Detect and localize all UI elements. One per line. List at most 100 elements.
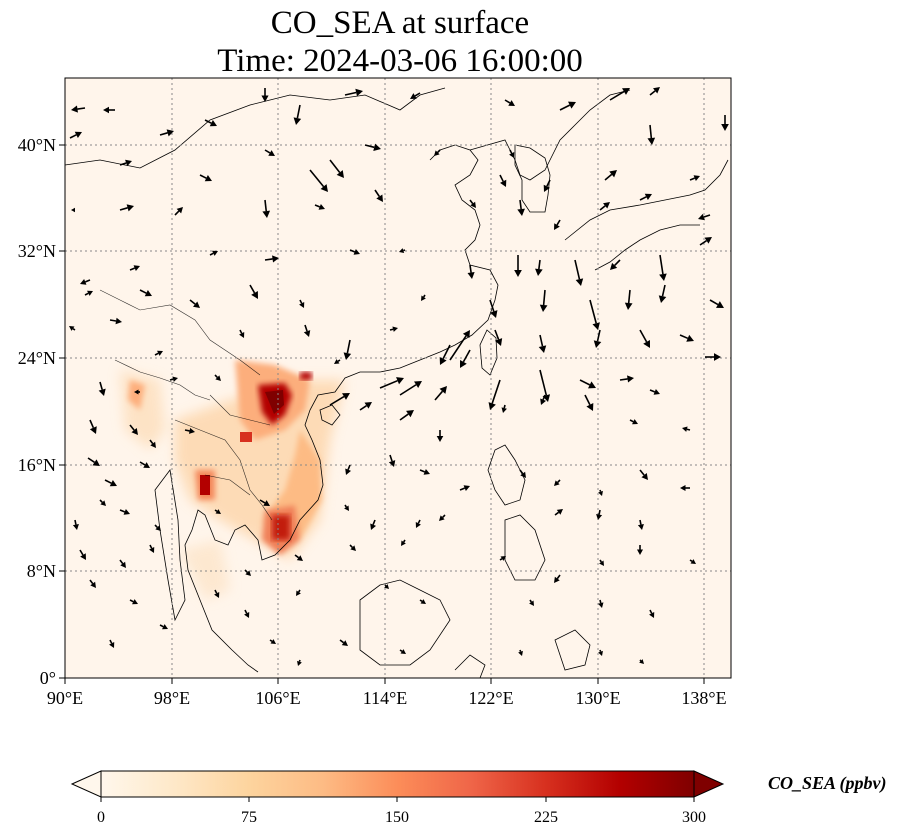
- wind-arrow-head: [556, 509, 563, 515]
- wind-arrow-shaft: [556, 574, 561, 580]
- wind-arrow-head: [343, 352, 352, 360]
- map-subtitle-time: Time: 2024-03-06 16:00:00: [217, 43, 583, 79]
- wind-arrow-shaft: [542, 289, 546, 306]
- wind-arrow-shaft: [449, 335, 467, 361]
- wind-arrow-head: [509, 152, 515, 158]
- wind-arrow-head: [188, 427, 195, 434]
- wind-arrow-head: [698, 213, 705, 221]
- wind-arrow-head: [653, 388, 660, 395]
- wind-arrow-head: [297, 660, 302, 666]
- wind-arrow-shaft: [264, 199, 268, 212]
- colorbar-label: CO_SEA (ppbv): [768, 773, 887, 794]
- wind-arrow-head: [176, 207, 183, 214]
- wind-arrow-shaft: [149, 439, 154, 445]
- wind-arrow-shaft: [639, 196, 647, 201]
- wind-arrow-head: [540, 398, 547, 405]
- wind-arrow-shaft: [661, 284, 666, 297]
- wind-arrow-shaft: [437, 149, 441, 153]
- wind-arrow-shaft: [639, 329, 648, 343]
- map-frame: [64, 77, 732, 679]
- wind-arrow-head: [109, 642, 115, 648]
- wind-arrow-shaft: [542, 394, 546, 401]
- wind-arrow-shaft: [264, 258, 273, 261]
- wind-arrow-head: [501, 407, 507, 413]
- wind-arrow-head: [115, 317, 122, 325]
- wind-arrow-head: [520, 471, 526, 478]
- wind-arrow-head: [157, 350, 163, 356]
- wind-arrow-head: [400, 649, 406, 654]
- wind-arrow-head: [109, 480, 117, 487]
- wind-arrow-head: [554, 576, 560, 583]
- wind-arrow-head: [588, 381, 596, 389]
- wind-arrow-shaft: [462, 349, 471, 363]
- wind-arrow-head: [131, 428, 138, 435]
- wind-arrow-head: [641, 473, 648, 480]
- wind-arrow-head: [132, 599, 138, 605]
- wind-arrow-shaft: [129, 424, 135, 431]
- wind-arrow-head: [462, 330, 470, 338]
- wind-arrow-head: [262, 210, 271, 218]
- wind-arrow-shaft: [499, 174, 504, 182]
- wind-arrow-head: [653, 87, 660, 94]
- wind-arrow-head: [87, 290, 93, 296]
- wind-arrow-shaft: [104, 479, 112, 484]
- wind-arrow-shaft: [89, 419, 95, 429]
- lon-tick-label: 122°E: [468, 688, 513, 708]
- wind-arrow-head: [334, 359, 340, 364]
- wind-arrow-head: [410, 93, 417, 99]
- wind-arrow-shaft: [249, 284, 256, 294]
- wind-arrow-shaft: [599, 559, 603, 563]
- wind-arrow-head: [212, 250, 218, 256]
- axis-ticks: [59, 144, 705, 684]
- wind-arrow-shaft: [459, 487, 466, 491]
- wind-arrow-shaft: [419, 599, 423, 603]
- wind-arrow-shaft: [599, 649, 602, 652]
- wind-arrow-head: [214, 592, 220, 598]
- wind-arrow-shaft: [269, 639, 273, 643]
- wind-arrow-head: [680, 484, 686, 492]
- wind-arrow-head: [414, 381, 422, 389]
- wind-arrow-head: [716, 301, 724, 308]
- wind-arrow-shaft: [214, 589, 218, 594]
- wind-arrow-head: [209, 120, 217, 127]
- lon-tick-label: 114°E: [363, 688, 408, 708]
- wind-arrow-head: [593, 340, 602, 348]
- wind-arrow-head: [401, 540, 406, 546]
- wind-arrow-head: [538, 345, 547, 353]
- wind-arrow-head: [596, 513, 603, 520]
- country-borders: [99, 289, 273, 521]
- wind-arrow-shaft: [204, 119, 212, 124]
- wind-arrow-head: [518, 650, 523, 656]
- wind-arrow-shaft: [347, 464, 351, 471]
- wind-arrow-shaft: [189, 299, 196, 305]
- wind-arrow-shaft: [119, 162, 127, 166]
- wind-arrow-head: [144, 290, 152, 297]
- wind-arrow-head: [488, 402, 496, 410]
- wind-arrow-head: [100, 500, 106, 506]
- wind-arrow-head: [261, 95, 269, 102]
- wind-arrow-shaft: [519, 199, 522, 210]
- wind-arrow-head: [704, 237, 712, 244]
- wind-arrow-shaft: [297, 589, 301, 593]
- wind-arrow-shaft: [579, 379, 591, 386]
- wind-arrow-head: [439, 515, 445, 521]
- wind-arrow-head: [637, 523, 644, 530]
- wind-arrow-shaft: [504, 99, 511, 104]
- wind-arrow-shaft: [434, 390, 444, 401]
- wind-arrow-head: [123, 508, 130, 515]
- wind-arrow-shaft: [559, 104, 571, 111]
- wind-arrow-shaft: [119, 207, 128, 211]
- wind-arrow-head: [610, 262, 618, 270]
- wind-arrow-shaft: [709, 299, 719, 306]
- wind-arrow-shaft: [519, 649, 522, 652]
- wind-arrow-shaft: [372, 519, 376, 526]
- colorbar-max-extend: [693, 770, 725, 798]
- wind-arrow-head: [342, 393, 350, 400]
- wind-arrow-shaft: [214, 374, 218, 378]
- wind-arrow-head: [399, 248, 405, 253]
- wind-arrow-head: [490, 310, 498, 318]
- wind-arrow-shaft: [689, 177, 696, 181]
- wind-arrow-head: [345, 468, 352, 475]
- wind-arrow-shaft: [259, 499, 266, 504]
- wind-arrow-head: [126, 204, 134, 212]
